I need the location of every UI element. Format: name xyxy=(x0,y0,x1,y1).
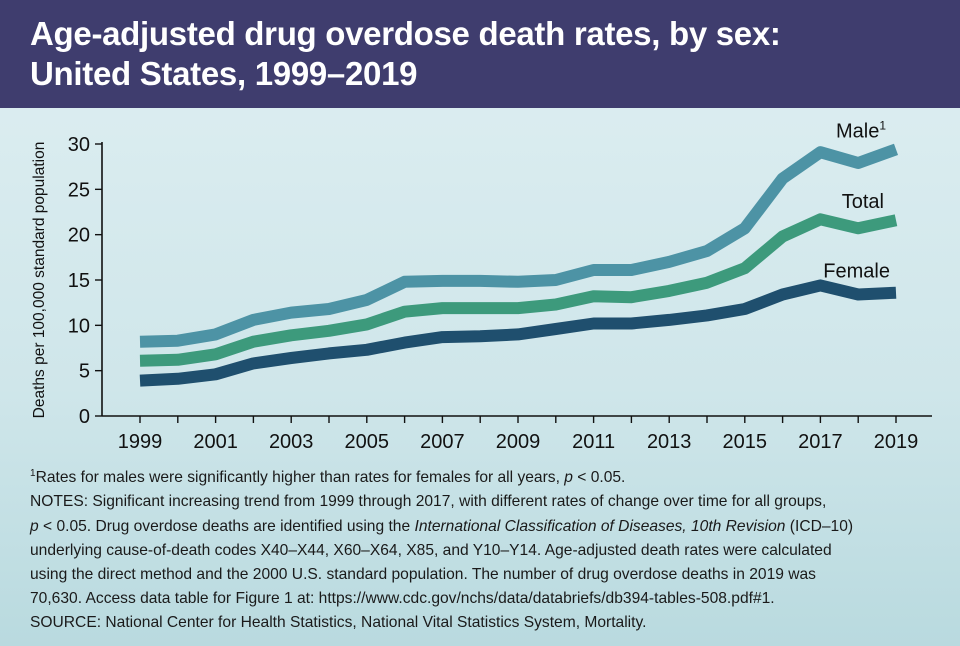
x-tick-label: 2017 xyxy=(798,431,843,453)
title-line-1: Age-adjusted drug overdose death rates, … xyxy=(30,15,781,52)
notes-line-5: 70,630. Access data table for Figure 1 a… xyxy=(30,590,775,608)
title-line-2: United States, 1999–2019 xyxy=(30,55,418,92)
series-line-female xyxy=(139,279,897,387)
x-tick-label: 2005 xyxy=(345,431,390,453)
chart-notes: 1Rates for males were significantly high… xyxy=(30,462,950,636)
x-tick-label: 2001 xyxy=(193,431,238,453)
x-tick-label: 2015 xyxy=(723,431,768,453)
y-tick-label: 10 xyxy=(68,315,90,337)
title-banner: Age-adjusted drug overdose death rates, … xyxy=(0,0,960,108)
series-label-footnote-marker: 1 xyxy=(879,118,886,132)
line-chart: 0 5 10 15 20 25 30 1999 2001 2003 2005 2007 2009 2011… xyxy=(31,118,932,453)
footnote-marker: 1 xyxy=(30,468,36,479)
chart-series xyxy=(139,143,899,387)
y-tick-label: 0 xyxy=(79,406,90,428)
x-tick-label: 2007 xyxy=(420,431,465,453)
series-line-total xyxy=(139,213,898,367)
y-axis-label: Deaths per 100,000 standard population xyxy=(31,142,48,419)
footnote-p: p xyxy=(564,469,573,487)
x-tick-label: 2013 xyxy=(647,431,692,453)
notes-line-4: using the direct method and the 2000 U.S… xyxy=(30,566,816,583)
series-label-total: Total xyxy=(842,191,884,213)
x-tick-label: 2009 xyxy=(496,431,541,453)
source-line: SOURCE: National Center for Health Stati… xyxy=(30,614,647,632)
footnote-text: Rates for males were significantly highe… xyxy=(35,469,565,487)
chart-title: Age-adjusted drug overdose death rates, … xyxy=(30,14,930,94)
series-label-female: Female xyxy=(823,261,890,283)
notes-p: p xyxy=(30,517,39,535)
footnote-end: < 0.05. xyxy=(572,469,626,487)
chart-axes: 0 5 10 15 20 25 30 1999 2001 2003 2005 2007 2009 2011… xyxy=(31,134,932,453)
footnote: 1Rates for males were significantly high… xyxy=(30,462,950,490)
notes-line-2: p < 0.05. Drug overdose deaths are ident… xyxy=(30,515,950,539)
x-tick-label: 2019 xyxy=(874,431,919,453)
y-tick-label: 30 xyxy=(68,134,90,156)
series-label-male: Male1 xyxy=(836,118,886,142)
x-tick-label: 2011 xyxy=(572,431,615,453)
x-tick-label: 2003 xyxy=(269,431,314,453)
y-tick-label: 25 xyxy=(68,179,90,201)
notes-line-3: underlying cause-of-death codes X40–X44,… xyxy=(30,541,832,559)
x-tick-label: 1999 xyxy=(118,431,163,453)
y-tick-label: 15 xyxy=(68,270,90,292)
series-labels: Male1 Total Female xyxy=(823,118,890,282)
notes-line-1: NOTES: Significant increasing trend from… xyxy=(30,493,827,511)
notes-icd-title: International Classification of Diseases… xyxy=(414,517,786,535)
notes-line-2b: (ICD–10) xyxy=(785,517,854,535)
y-tick-label: 20 xyxy=(68,225,90,247)
series-line-male xyxy=(139,143,899,348)
notes-line-2a: < 0.05. Drug overdose deaths are identif… xyxy=(38,517,415,535)
y-tick-label: 5 xyxy=(79,361,90,383)
